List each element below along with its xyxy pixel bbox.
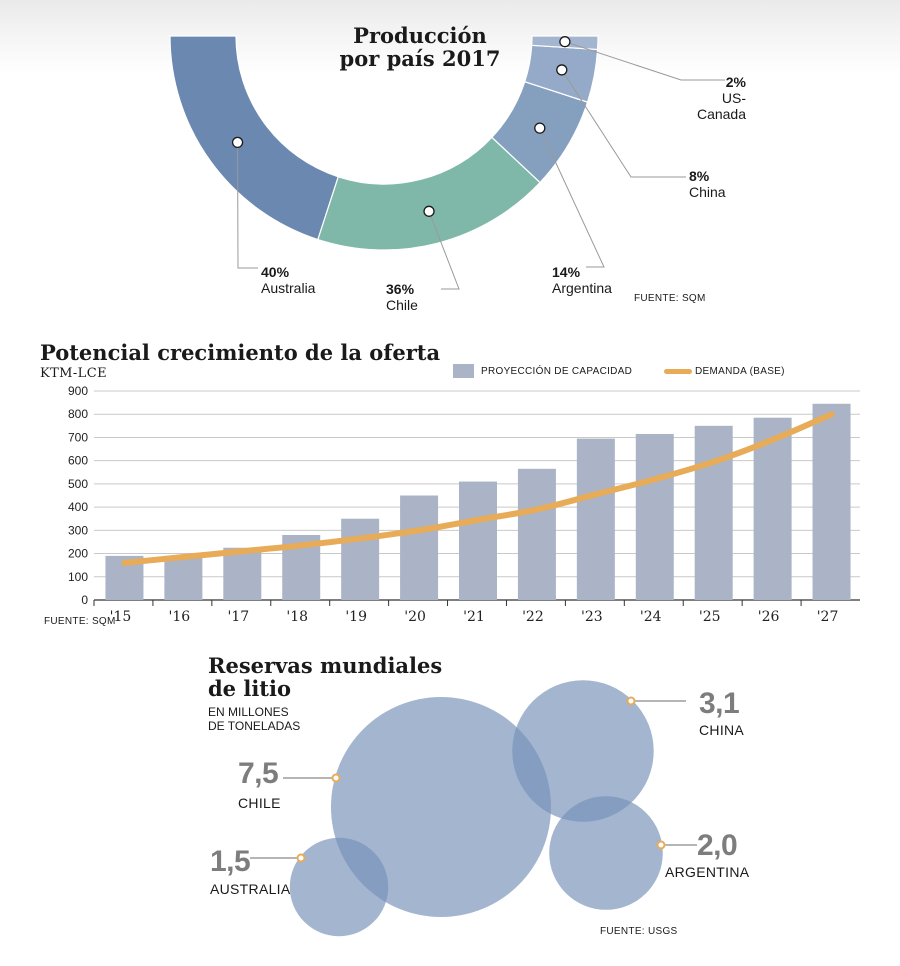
bar-27 [812,403,851,600]
bubble-marker-australia [296,853,306,863]
x-tick-label-22: '22 [522,609,544,625]
bar-26 [753,417,792,600]
slice-label-australia: 40% Australia [261,264,316,296]
x-tick-label-26: '26 [758,609,780,625]
donut-marker-australia [231,136,244,149]
bar-23 [576,438,615,600]
donut-title: Producción por país 2017 [339,23,501,71]
bar-19 [341,518,380,600]
x-tick-label-25: '25 [699,609,721,625]
x-tick-label-19: '19 [345,609,367,625]
bar-chart-title: Potencial crecimiento de la oferta [40,340,441,365]
legend-capacity-label: PROYECCIÓN DE CAPACIDAD [481,366,633,377]
bar-24 [635,433,674,600]
bubble-marker-chile [331,773,341,783]
bubble-australia [289,837,389,937]
y-tick-label-200: 200 [68,547,88,561]
y-tick-label-800: 800 [68,407,88,421]
demand-line [121,411,835,566]
y-tick-label-500: 500 [68,477,88,491]
bubble-argentina [549,796,663,910]
bar-22 [517,468,556,600]
legend-demand-swatch [664,369,692,374]
bar-16 [164,555,203,600]
donut-leader-china [561,69,686,178]
x-tick-label-17: '17 [227,609,249,625]
donut-source: FUENTE: SQM [634,293,706,304]
bubble-marker-argentina [656,840,666,850]
y-tick-label-600: 600 [68,454,88,468]
donut-marker-us-canada [559,36,571,48]
x-tick-label-15: '15 [110,609,132,625]
bubble-chart-source: FUENTE: USGS [600,926,678,937]
slice-label-argentina: 14% Argentina [552,264,612,296]
bar-20 [400,495,439,600]
y-axis-unit: KTM-LCE [40,366,107,381]
slice-label-us-canada: 2% US-Canada [696,74,746,122]
donut-leader-argentina [539,127,605,268]
legend-demand-label: DEMANDA (BASE) [695,366,785,377]
bubble-value-argentina: 2,0 [697,829,738,862]
x-tick-label-27: '27 [817,609,839,625]
x-tick-label-21: '21 [463,609,485,625]
y-tick-label-300: 300 [68,523,88,537]
bar-chart-source: FUENTE: SQM [44,616,116,627]
x-tick-label-16: '16 [169,609,191,625]
y-tick-label-900: 900 [68,384,88,398]
y-tick-label-700: 700 [68,430,88,444]
slice-label-chile: 36% Chile [386,281,418,313]
donut-marker-argentina [534,122,546,134]
x-tick-label-23: '23 [581,609,603,625]
bubble-chile [331,697,551,917]
donut-leader-australia [237,142,258,269]
y-tick-label-0: 0 [81,593,88,607]
bar-21 [459,481,497,600]
x-tick-label-20: '20 [404,609,426,625]
donut-marker-china [556,64,568,76]
x-tick-label-24: '24 [640,609,662,625]
bubble-label-australia: AUSTRALIA [210,881,291,897]
bubble-china [512,680,654,822]
bubble-label-china: CHINA [699,722,745,738]
bubble-marker-china [626,696,636,706]
y-tick-label-100: 100 [68,570,88,584]
bubble-label-argentina: ARGENTINA [665,864,750,880]
bubble-value-chile: 7,5 [238,757,279,790]
donut-leader-us-canada [564,41,725,81]
bubble-label-chile: CHILE [238,795,281,811]
bubble-value-australia: 1,5 [210,845,251,878]
bubble-value-china: 3,1 [699,687,740,720]
bubble-chart-subtitle: EN MILLONES DE TONELADAS [208,705,301,733]
donut-leader-chile [428,211,460,290]
x-tick-label-18: '18 [286,609,308,625]
y-tick-label-400: 400 [68,500,88,514]
slice-label-china: 8% China [689,168,726,200]
legend-capacity-swatch [453,364,474,378]
donut-marker-chile [423,205,435,217]
bar-17 [223,547,262,600]
bubble-chart-title: Reservas mundiales de litio [208,653,443,701]
